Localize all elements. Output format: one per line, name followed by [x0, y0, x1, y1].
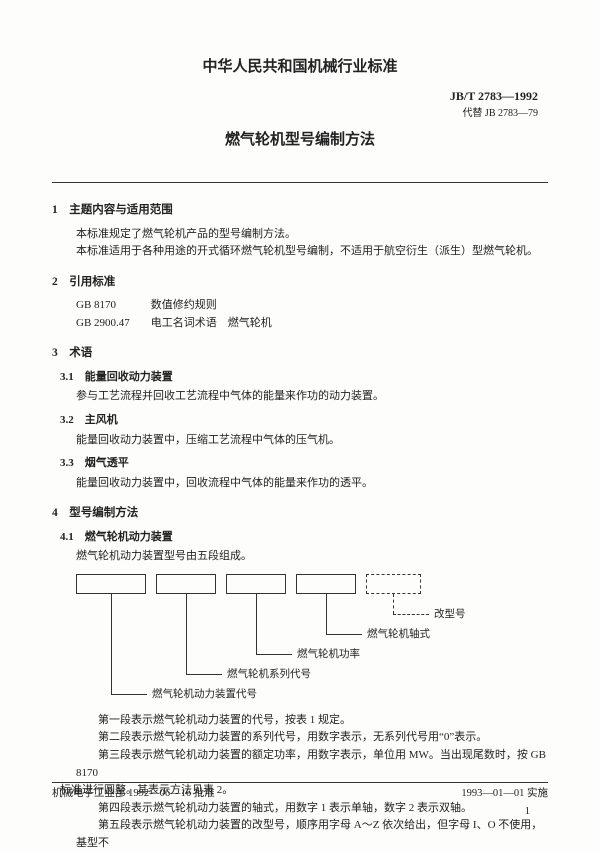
section-1-heading: 1 主题内容与适用范围	[52, 201, 548, 219]
section-1: 1 主题内容与适用范围 本标准规定了燃气轮机产品的型号编制方法。 本标准适用于各…	[52, 201, 548, 261]
leader-5h	[393, 614, 429, 615]
ref-1: GB 8170 数值修约规则	[76, 297, 548, 315]
section-3-heading: 3 术语	[52, 344, 548, 362]
s31-p: 参与工艺流程并回收工艺流程中气体的能量来作功的动力装置。	[76, 388, 548, 406]
leader-4h	[326, 634, 362, 635]
section-4: 4 型号编制方法 4.1 燃气轮机动力装置 燃气轮机动力装置型号由五段组成。	[52, 504, 548, 566]
label-2: 燃气轮机轴式	[367, 627, 430, 644]
label-5: 燃气轮机动力装置代号	[152, 687, 257, 704]
document-header: 中华人民共和国机械行业标准 JB/T 2783—1992 代替 JB 2783—…	[52, 55, 548, 183]
designation-diagram: 燃气轮机动力装置代号 燃气轮机系列代号 燃气轮机功率 燃气轮机轴式 改型号	[76, 574, 536, 704]
leader-2v	[186, 594, 187, 674]
section-3: 3 术语 3.1 能量回收动力装置 参与工艺流程并回收工艺流程中气体的能量来作功…	[52, 344, 548, 492]
s31-heading: 3.1 能量回收动力装置	[60, 369, 548, 387]
para-5: 第五段表示燃气轮机动力装置的改型号，顺序用字母 A～Z 依次给出，但字母 I、O…	[76, 817, 548, 852]
s1-p2: 本标准适用于各种用途的开式循环燃气轮机型号编制，不适用于航空衍生（派生）型燃气轮…	[76, 243, 548, 261]
ref-2-title: 电工名词术语 燃气轮机	[151, 317, 272, 329]
para-2: 第二段表示燃气轮机动力装置的系列代号，用数字表示，无系列代号用“0”表示。	[76, 729, 548, 747]
box-2	[156, 574, 216, 594]
ref-1-code: GB 8170	[76, 297, 148, 315]
s41-p: 燃气轮机动力装置型号由五段组成。	[76, 548, 548, 566]
s33-p: 能量回收动力装置中，回收流程中气体的能量来作功的透平。	[76, 475, 548, 493]
label-4: 燃气轮机系列代号	[227, 667, 311, 684]
leader-4v	[326, 594, 327, 634]
para-1: 第一段表示燃气轮机动力装置的代号，按表 1 规定。	[76, 712, 548, 730]
s32-p: 能量回收动力装置中，压缩工艺流程中气体的压气机。	[76, 432, 548, 450]
section-2: 2 引用标准 GB 8170 数值修约规则 GB 2900.47 电工名词术语 …	[52, 273, 548, 333]
footer-rule	[52, 782, 548, 783]
header-rule	[52, 182, 548, 183]
leader-1v	[111, 594, 112, 694]
s32-heading: 3.2 主风机	[60, 412, 548, 430]
footer-row: 机械电子工业部 1992—06—16 批准 1993—01—01 实施	[52, 786, 548, 803]
box-4	[296, 574, 356, 594]
standard-code: JB/T 2783—1992	[52, 87, 538, 106]
document-title: 燃气轮机型号编制方法	[52, 128, 548, 152]
ref-2-code: GB 2900.47	[76, 315, 148, 333]
org-title: 中华人民共和国机械行业标准	[52, 55, 548, 79]
leader-3h	[256, 654, 292, 655]
leader-1h	[111, 694, 147, 695]
s1-p1: 本标准规定了燃气轮机产品的型号编制方法。	[76, 226, 548, 244]
footer-right: 1993—01—01 实施	[461, 786, 548, 803]
label-3: 燃气轮机功率	[297, 647, 360, 664]
leader-2h	[186, 674, 222, 675]
section-2-heading: 2 引用标准	[52, 273, 548, 291]
label-1: 改型号	[434, 607, 466, 624]
section-4-heading: 4 型号编制方法	[52, 504, 548, 522]
ref-1-title: 数值修约规则	[151, 299, 217, 311]
s41-heading: 4.1 燃气轮机动力装置	[60, 529, 548, 547]
replaces-code: 代替 JB 2783—79	[52, 106, 538, 122]
footer-left: 机械电子工业部 1992—06—16 批准	[52, 786, 215, 803]
page-number: 1	[52, 804, 530, 821]
leader-3v	[256, 594, 257, 654]
leader-5v	[393, 594, 394, 614]
ref-2: GB 2900.47 电工名词术语 燃气轮机	[76, 315, 548, 333]
box-5	[366, 574, 421, 594]
footer: 机械电子工业部 1992—06—16 批准 1993—01—01 实施 1	[52, 782, 548, 821]
para-3: 第三段表示燃气轮机动力装置的额定功率，用数字表示，单位用 MW。当出现尾数时，按…	[76, 747, 548, 782]
box-1	[76, 574, 146, 594]
s33-heading: 3.3 烟气透平	[60, 455, 548, 473]
box-3	[226, 574, 286, 594]
standard-code-block: JB/T 2783—1992 代替 JB 2783—79	[52, 87, 538, 122]
